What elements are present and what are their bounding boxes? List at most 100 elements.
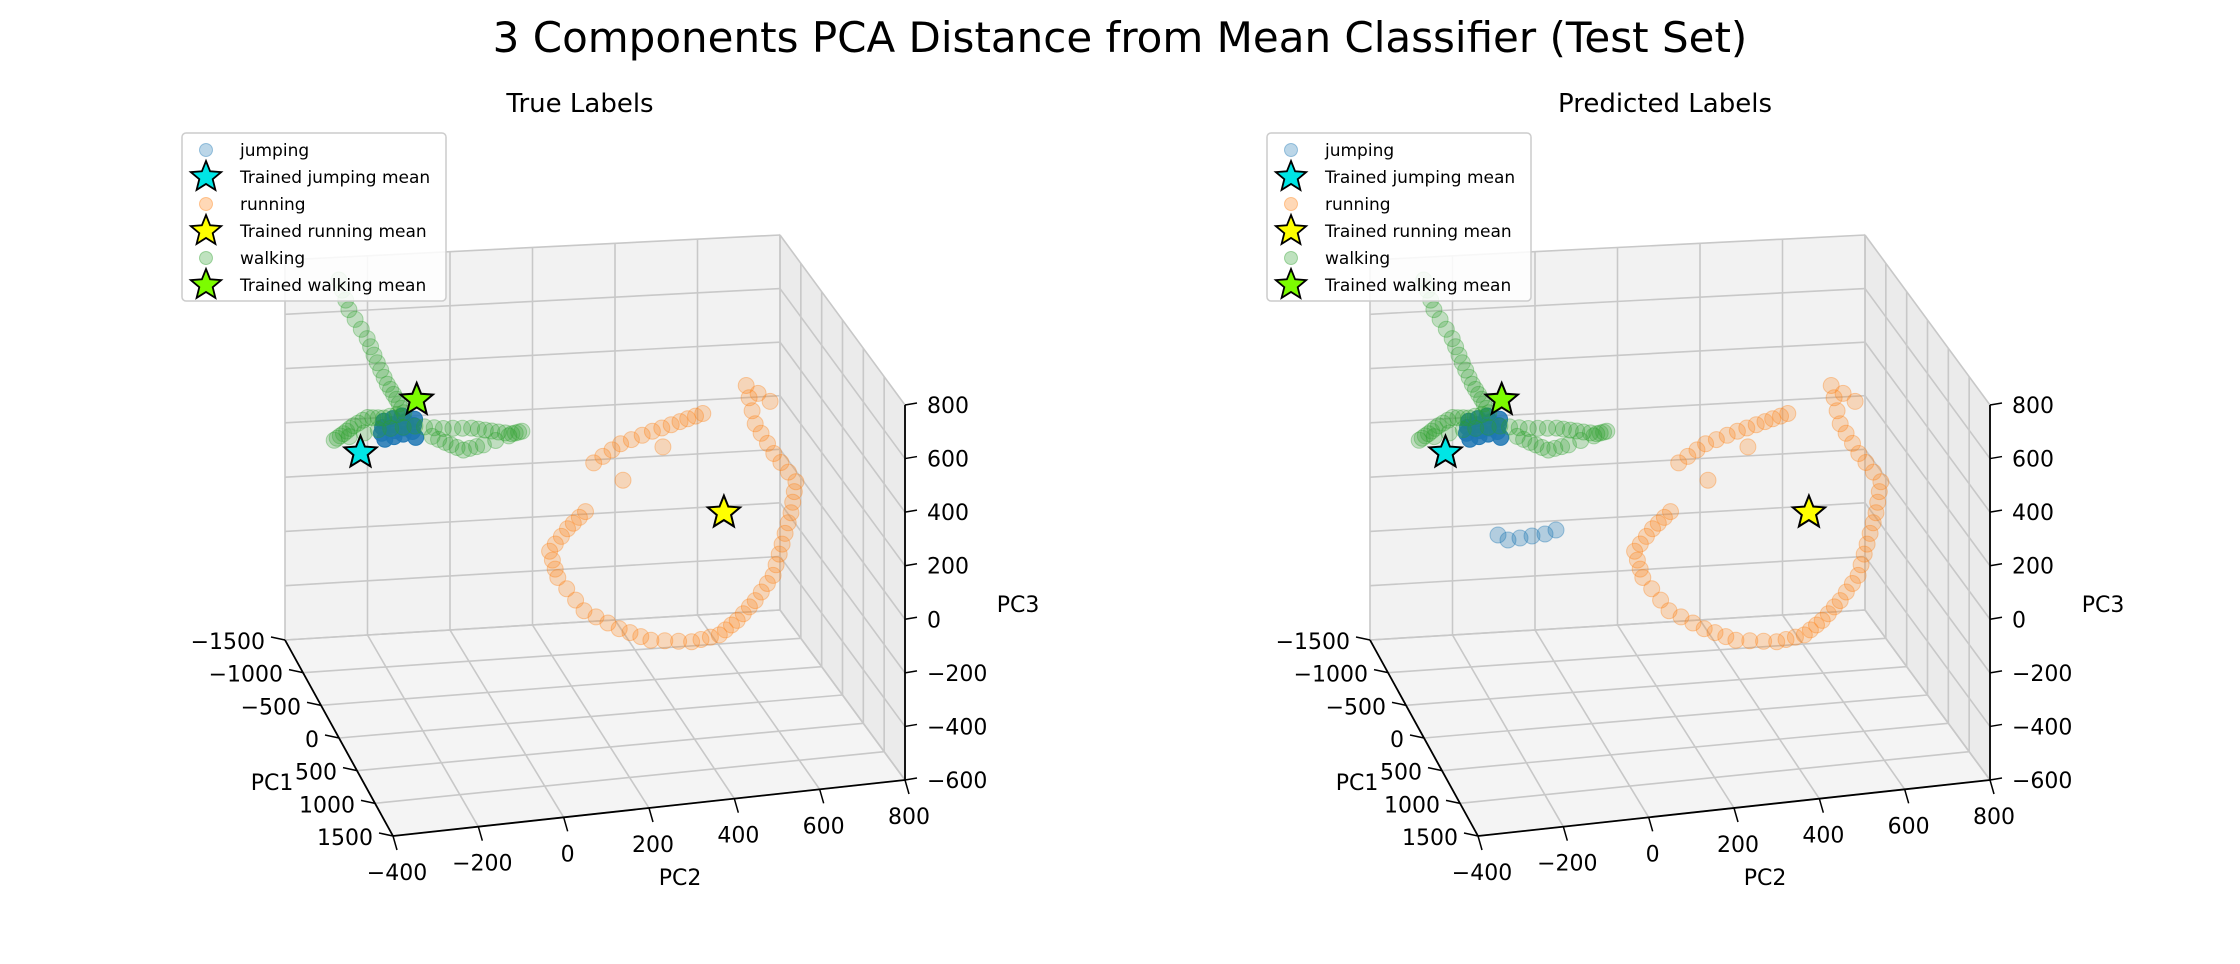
walking-point (1444, 409, 1462, 426)
walking-point (346, 310, 364, 328)
walking-point (1588, 425, 1606, 443)
grid-line (1369, 555, 1866, 587)
walking-point (1501, 418, 1518, 436)
pc3-tick-label: 400 (927, 501, 969, 526)
running-point (653, 419, 671, 437)
walking-point (358, 330, 376, 348)
running-point (549, 569, 567, 586)
pc3-tick-label: 0 (2012, 608, 2026, 633)
running-point (585, 454, 603, 472)
running-point (1831, 415, 1849, 433)
running-point (1695, 620, 1713, 638)
walking-point (506, 424, 524, 442)
running-point (734, 605, 752, 623)
legend-item: Trained running mean (188, 212, 427, 246)
running-point (1672, 608, 1690, 626)
running-point (1628, 551, 1646, 569)
running-mean-star (705, 492, 743, 529)
running-point (761, 392, 779, 410)
pc1-axis-label: PC1 (251, 771, 294, 796)
running-point (1850, 445, 1868, 462)
pc2-tick (1989, 779, 1995, 795)
running-point (1756, 413, 1774, 431)
running-point (1837, 424, 1855, 442)
walking-point (1585, 427, 1603, 445)
legend-item: walking (1284, 249, 1390, 269)
running-point (1728, 422, 1746, 440)
grid-line (284, 287, 781, 316)
subplot-title: True Labels (505, 89, 653, 119)
running-point (1846, 392, 1864, 410)
walking-point (368, 354, 386, 372)
running-point (692, 631, 710, 648)
walking-point (1450, 346, 1468, 364)
running-point (662, 416, 680, 434)
walking-point (1434, 414, 1452, 432)
running-point (1662, 503, 1679, 521)
walking-point (382, 419, 400, 437)
walking-point (1591, 424, 1609, 442)
walking-point (425, 419, 443, 437)
walking-point (364, 409, 382, 427)
pc1-tick (1373, 668, 1389, 674)
legend-star-marker (188, 212, 224, 246)
running-point (1699, 471, 1717, 489)
running-point (1739, 438, 1757, 456)
series-running (541, 377, 805, 651)
legend-item: Trained jumping mean (188, 158, 430, 192)
pc2-tick (1477, 835, 1483, 851)
walking-point (375, 368, 393, 386)
pc2-tick (904, 779, 910, 795)
walking-point (1437, 320, 1455, 338)
running-point (559, 520, 576, 538)
walking-point (487, 432, 505, 449)
grid-line (284, 394, 781, 424)
running-point (759, 434, 776, 452)
pc2-axis-label: PC2 (1744, 866, 1787, 891)
legend: jumping Trained jumping mean running Traine… (1266, 132, 1532, 302)
running-point (567, 591, 585, 609)
walking-point (468, 438, 486, 456)
pc2-tick-label: 200 (632, 833, 674, 858)
running-point (1849, 566, 1867, 584)
legend-label: jumping (239, 141, 309, 161)
walking-point (390, 395, 408, 413)
running-point (1644, 520, 1661, 538)
running-point (1786, 628, 1804, 646)
pc2-tick (648, 807, 654, 823)
jumping-point (407, 428, 425, 446)
running-point (773, 535, 791, 553)
walking-point (1410, 431, 1428, 449)
grid-line (779, 502, 906, 674)
pc1-tick (306, 701, 322, 707)
running-point (1684, 614, 1702, 632)
pc3-tick-label: −400 (927, 715, 987, 740)
walking-point (354, 411, 372, 429)
legend-label: walking (1325, 249, 1390, 269)
running-point (1631, 560, 1649, 578)
pc1-tick-label: −1000 (1294, 663, 1368, 688)
running-point (1855, 545, 1873, 563)
walking-point (328, 429, 346, 447)
grid-line (779, 288, 906, 460)
walking-point (1533, 439, 1551, 456)
jumping-point (1489, 526, 1507, 544)
walking-point (382, 380, 399, 398)
pc2-tick (1733, 807, 1739, 823)
pc2-tick-label: 800 (1973, 805, 2015, 830)
walking-point (444, 419, 462, 437)
grid-line (1781, 614, 1906, 790)
grid-line (1864, 395, 1991, 567)
running-point (1779, 405, 1797, 422)
running-point (1861, 524, 1879, 542)
pc3-tick-label: 200 (2012, 555, 2054, 580)
running-point (679, 410, 697, 428)
running-point (770, 545, 788, 563)
walking-point (1454, 421, 1472, 439)
running-point (622, 431, 640, 449)
walking-point (394, 418, 412, 436)
running-point (1688, 441, 1706, 459)
series-walking (1410, 271, 1616, 459)
running-point (1637, 527, 1655, 545)
